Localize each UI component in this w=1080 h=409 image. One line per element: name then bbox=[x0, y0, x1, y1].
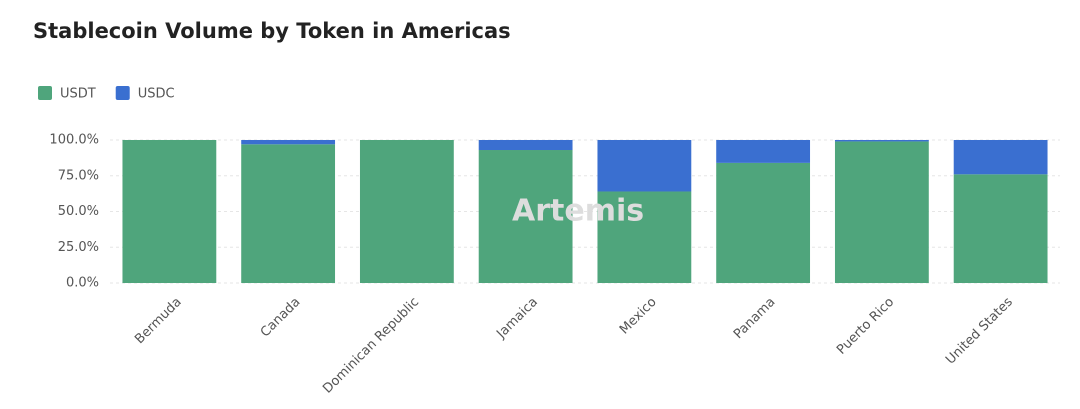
bar-segment bbox=[597, 191, 692, 283]
bar-segment bbox=[716, 140, 811, 163]
x-tick-label: Bermuda bbox=[132, 295, 184, 347]
bar-segment bbox=[716, 162, 811, 283]
bar-segment bbox=[241, 140, 336, 145]
watermark: Artemis bbox=[512, 194, 644, 229]
bar-segment bbox=[122, 140, 217, 283]
x-tick-label: Mexico bbox=[617, 295, 660, 338]
legend-label: USDC bbox=[138, 87, 175, 102]
bar-segment bbox=[953, 174, 1048, 283]
y-tick-label: 25.0% bbox=[58, 240, 99, 255]
bar-segment bbox=[241, 144, 336, 283]
bar-segment bbox=[359, 140, 454, 283]
y-tick-label: 100.0% bbox=[49, 133, 99, 148]
y-tick-label: 75.0% bbox=[58, 168, 99, 183]
bar-segment bbox=[834, 141, 929, 283]
legend-swatch bbox=[38, 86, 52, 100]
x-tick-label: Canada bbox=[258, 295, 304, 341]
bar-segment bbox=[953, 140, 1048, 175]
bar-segment bbox=[597, 140, 692, 192]
y-tick-label: 50.0% bbox=[58, 204, 99, 219]
bar-segment bbox=[834, 140, 929, 142]
legend-swatch bbox=[115, 86, 130, 100]
legend-label: USDT bbox=[60, 87, 96, 102]
x-tick-label: United States bbox=[943, 295, 1016, 368]
x-tick-label: Dominican Republic bbox=[320, 295, 422, 397]
x-tick-label: Puerto Rico bbox=[834, 295, 897, 358]
bar-segment bbox=[478, 140, 573, 151]
y-tick-label: 0.0% bbox=[66, 276, 99, 291]
x-tick-label: Jamaica bbox=[493, 295, 540, 342]
bar-segment bbox=[478, 150, 573, 283]
x-tick-label: Panama bbox=[731, 295, 778, 342]
chart-title: Stablecoin Volume by Token in Americas bbox=[33, 19, 511, 43]
